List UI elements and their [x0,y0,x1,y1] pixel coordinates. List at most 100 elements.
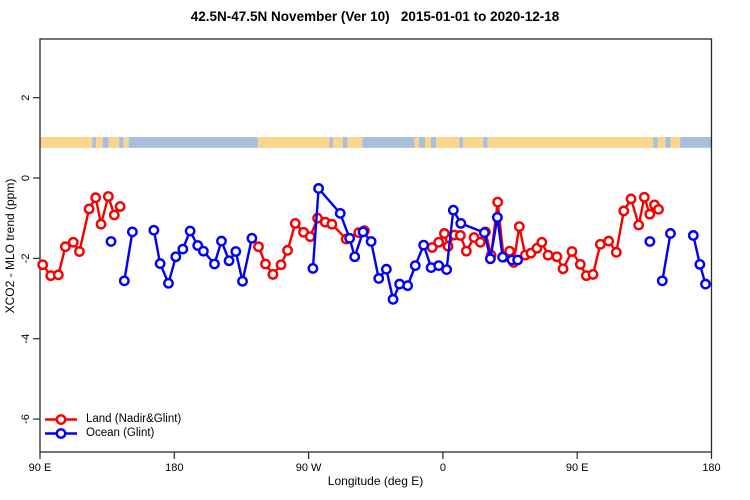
ocean-series-point [177,243,189,255]
ocean-series-point [373,273,385,284]
x-tick-label: 90 E [566,462,589,474]
y-tick-label: -4 [20,334,32,344]
ocean-series-point [118,275,130,287]
plot-box [39,38,713,453]
ocean-series-line [152,229,254,285]
land-series-point [513,221,525,233]
map-strip-segment-land [414,137,420,148]
map-strip-segment-ocean [329,137,334,148]
map-strip-segment-land [95,137,103,148]
map-strip-segment-ocean [665,137,671,148]
x-tick-label: 180 [702,462,720,474]
map-strip-segment-ocean [653,137,658,148]
ocean-series-point [246,232,258,244]
legend-item-ocean: Ocean (Glint) [44,426,181,440]
land-series-point [492,196,504,208]
ocean-series-point [148,224,160,236]
land-series-point [644,208,656,220]
y-tick-label: -6 [20,414,32,424]
land-series-point [275,259,287,271]
y-tick-label: -2 [20,253,32,263]
land-series-point [83,203,95,215]
x-tick-label: 0 [440,462,446,474]
legend: Land (Nadir&Glint) Ocean (Glint) [44,412,181,440]
land-series-point [633,219,645,231]
map-strip-segment-land [347,137,363,148]
land-series-point [73,246,85,257]
land-series-point [282,244,293,256]
ocean-series-line [661,233,672,282]
ocean-series-point [665,228,676,239]
land-series-point [95,218,107,230]
land-series-point [326,218,338,230]
map-strip-segment-ocean [362,137,415,148]
ocean-series-point [418,239,430,251]
ocean-series-point [313,183,324,194]
land-series-point [551,251,563,263]
ocean-series-line [123,231,134,282]
ocean-series-point [687,230,699,241]
land-series-point [603,235,615,247]
map-strip-segment-land [108,137,120,148]
ocean-series-point [105,236,117,247]
ocean-series-point [478,227,490,239]
ocean-series-point [484,253,496,265]
ocean-series-point [455,218,467,229]
ocean-series-point [344,232,356,244]
land-series-point [594,238,606,250]
map-strip-segment-land [436,137,460,148]
land-series-point [638,191,650,203]
land-series-point [587,269,599,280]
chart-title: 42.5N-47.5N November (Ver 10) 2015-01-01… [190,9,560,24]
y-tick-label: 2 [20,95,32,101]
ocean-series-point [402,280,414,292]
land-series-point [574,258,586,270]
map-strip-segment-land [424,137,431,148]
map-strip-segment-ocean [419,137,425,148]
ocean-series-point [163,277,174,289]
map-strip-segment-ocean [102,137,109,148]
legend-label-ocean: Ocean (Glint) [86,427,155,439]
ocean-series-point [154,258,166,269]
ocean-series-point [230,246,242,257]
map-strip-segment-ocean [128,137,258,148]
map-strip-segment-land [40,137,93,148]
ocean-series-point [380,263,392,275]
land-series-point [438,228,450,239]
ocean-series-point [644,236,656,247]
map-strip-segment-ocean [119,137,124,148]
ocean-series-point [334,207,346,219]
land-series-line [41,195,122,277]
land-series-point [566,246,578,257]
land-series-point [267,269,279,280]
land-series-point [433,236,445,248]
ocean-series-key-icon [45,427,77,439]
ocean-series-point [497,251,508,263]
ocean-series-point [365,236,377,247]
land-series-point [108,209,120,221]
map-strip-segment-ocean [483,137,488,148]
x-tick-label: 90 W [296,462,322,474]
land-series-point [67,236,79,248]
land-series-point [304,231,316,243]
land-series-point [102,191,114,202]
land-series-point [289,218,301,229]
land-series-point [253,241,264,253]
land-series-key-icon [45,413,77,425]
land-series-point [59,241,71,253]
land-series-point [618,205,630,217]
x-tick-label: 90 E [29,462,52,474]
ocean-series-point [409,260,421,271]
ocean-series-point [237,275,248,287]
y-tick-label: 0 [20,175,32,181]
map-strip-segment-land [123,137,129,148]
map-strip-segment-land [333,137,343,148]
ocean-series-point [441,264,453,276]
ocean-series-point [197,245,209,257]
land-series-point [37,259,49,271]
map-strip-segment-ocean [342,137,348,148]
ocean-series-point [433,260,445,271]
ocean-series-point [209,258,220,270]
